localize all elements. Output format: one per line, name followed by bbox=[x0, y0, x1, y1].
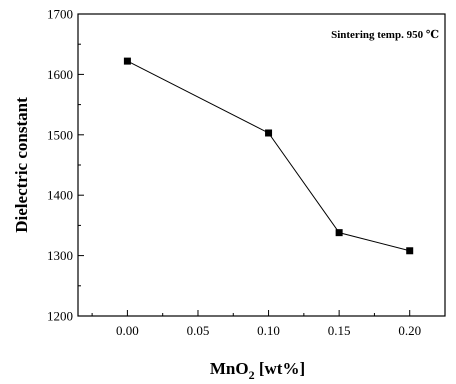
x-tick-label: 0.10 bbox=[257, 323, 280, 338]
series-line bbox=[127, 60, 410, 252]
y-tick-label: 1200 bbox=[47, 309, 73, 324]
y-tick-label: 1400 bbox=[47, 188, 73, 203]
series-layer bbox=[123, 57, 414, 255]
annotation-sintering-temp: Sintering temp. 950 ℃ bbox=[331, 29, 439, 41]
x-axis-title-subscript: 2 bbox=[249, 368, 255, 382]
x-axis: 0.00 0.05 0.10 0.15 0.20 bbox=[91, 310, 421, 338]
data-point bbox=[265, 129, 273, 137]
x-axis-title-suffix: [wt%] bbox=[255, 359, 306, 378]
data-point bbox=[123, 57, 131, 65]
y-tick-label: 1600 bbox=[47, 67, 73, 82]
y-tick-label: 1300 bbox=[47, 248, 73, 263]
data-point bbox=[335, 229, 343, 237]
y-axis: 1200 1300 1400 1500 1600 1700 bbox=[47, 7, 84, 324]
x-tick-label: 0.15 bbox=[328, 323, 351, 338]
y-tick-label: 1700 bbox=[47, 7, 73, 22]
plot-frame bbox=[77, 13, 446, 317]
y-axis-title: Dielectric constant bbox=[12, 97, 31, 233]
x-tick-label: 0.00 bbox=[116, 323, 139, 338]
x-tick-label: 0.20 bbox=[398, 323, 421, 338]
x-axis-title: MnO2 [wt%] bbox=[210, 359, 305, 382]
x-axis-title-main: MnO bbox=[210, 359, 249, 378]
data-point bbox=[406, 247, 414, 255]
y-tick-label: 1500 bbox=[47, 127, 73, 142]
x-tick-label: 0.05 bbox=[187, 323, 210, 338]
